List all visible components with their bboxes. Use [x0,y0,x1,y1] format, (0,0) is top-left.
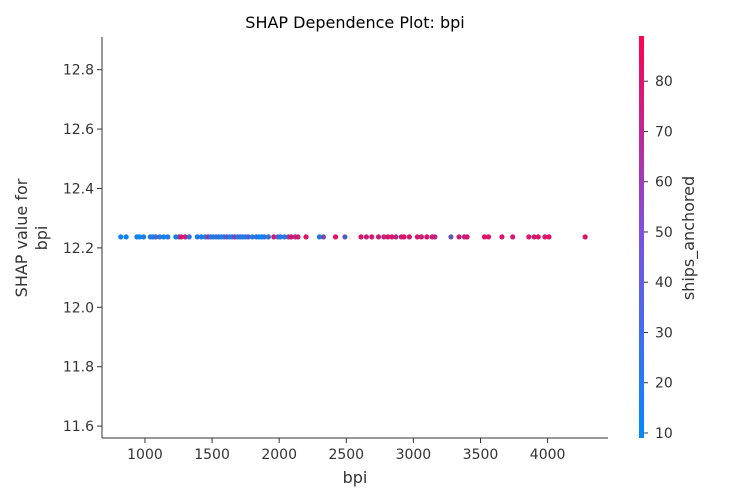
scatter-point [281,234,288,240]
x-tick-label: 1500 [194,447,230,463]
y-tick-label: 12.4 [63,181,94,197]
scatter-point [389,234,395,240]
scatter-point [332,234,339,240]
y-tick-label: 11.8 [63,360,94,376]
colorbar-label-group: ships_anchored [679,176,699,300]
scatter-point [448,234,454,240]
scatter-point [123,234,129,240]
scatter-point [261,234,268,240]
scatter-point [265,234,272,240]
x-axis-label: bpi [343,468,368,487]
colorbar-tick-label: 50 [655,225,673,241]
scatter-point [136,234,143,240]
colorbar-tick-label: 10 [655,426,673,442]
y-axis-label-line1: SHAP value for [12,178,31,297]
y-axis-label-group: SHAP value for bpi [12,178,51,297]
scatter-point [198,234,204,240]
scatter-point [510,234,516,240]
colorbar-tick-label: 30 [655,325,673,341]
scatter-point [499,234,505,240]
scatter-point [342,234,348,240]
scatter-point [165,234,171,240]
scatter-point [194,234,200,240]
scatter-points [118,234,588,240]
x-tick-label: 2500 [328,447,364,463]
scatter-point [316,234,323,240]
y-tick-label: 12.6 [63,122,94,138]
y-axis-label-line2: bpi [32,226,51,251]
scatter-point [303,234,309,240]
scatter-point [245,234,251,240]
scatter-point [358,234,364,240]
scatter-point [535,234,541,240]
scatter-point [414,234,421,240]
scatter-point [456,234,462,240]
scatter-point [464,234,470,240]
scatter-point [432,234,438,240]
colorbar-tick-label: 60 [655,175,673,191]
scatter-point [277,234,284,240]
scatter-point [418,234,425,240]
y-tick-label: 12.8 [63,63,94,79]
x-tick-label: 2000 [261,447,297,463]
scatter-point [485,234,492,240]
scatter-point [369,234,375,240]
scatter-point [141,234,147,240]
colorbar [639,36,644,438]
scatter-point [178,234,184,240]
scatter-point [582,234,588,240]
scatter-point [381,234,387,240]
scatter-point [249,234,255,240]
scatter-point [153,234,159,240]
scatter-point [182,234,188,240]
x-tick-label: 3500 [463,447,499,463]
scatter-point [531,234,537,240]
scatter-point [526,234,532,240]
scatter-point [363,234,370,240]
scatter-point [424,234,430,240]
x-tick-label: 1000 [127,447,163,463]
scatter-point [271,234,277,240]
scatter-point [481,234,488,240]
x-tick-label: 4000 [530,447,566,463]
x-axis-ticks: 1000 1500 2000 2500 3000 3500 4000 [127,438,565,463]
y-axis-ticks: 11.6 11.8 12.0 12.2 12.4 12.6 12.8 [63,63,102,435]
colorbar-ticks: 10 20 30 40 50 60 70 80 [644,74,673,442]
colorbar-tick-label: 80 [655,74,673,90]
x-tick-label: 3000 [396,447,432,463]
scatter-point [546,234,552,240]
scatter-point [161,234,167,240]
scatter-point [295,234,301,240]
scatter-point [157,234,163,240]
scatter-point [320,234,327,240]
colorbar-tick-label: 70 [655,124,673,140]
scatter-point [401,234,407,240]
scatter-point [385,234,391,240]
scatter-point [375,234,382,240]
scatter-point [542,234,548,240]
scatter-point [118,234,124,240]
colorbar-tick-label: 20 [655,376,673,392]
scatter-point [393,234,399,240]
scatter-point [288,234,294,240]
y-tick-label: 12.0 [63,300,94,316]
colorbar-label: ships_anchored [679,176,699,300]
y-tick-label: 12.2 [63,241,94,257]
scatter-point [186,234,192,240]
y-tick-label: 11.6 [63,419,94,435]
chart-title: SHAP Dependence Plot: bpi [245,13,464,32]
colorbar-tick-label: 40 [655,275,673,291]
scatter-point [406,234,412,240]
